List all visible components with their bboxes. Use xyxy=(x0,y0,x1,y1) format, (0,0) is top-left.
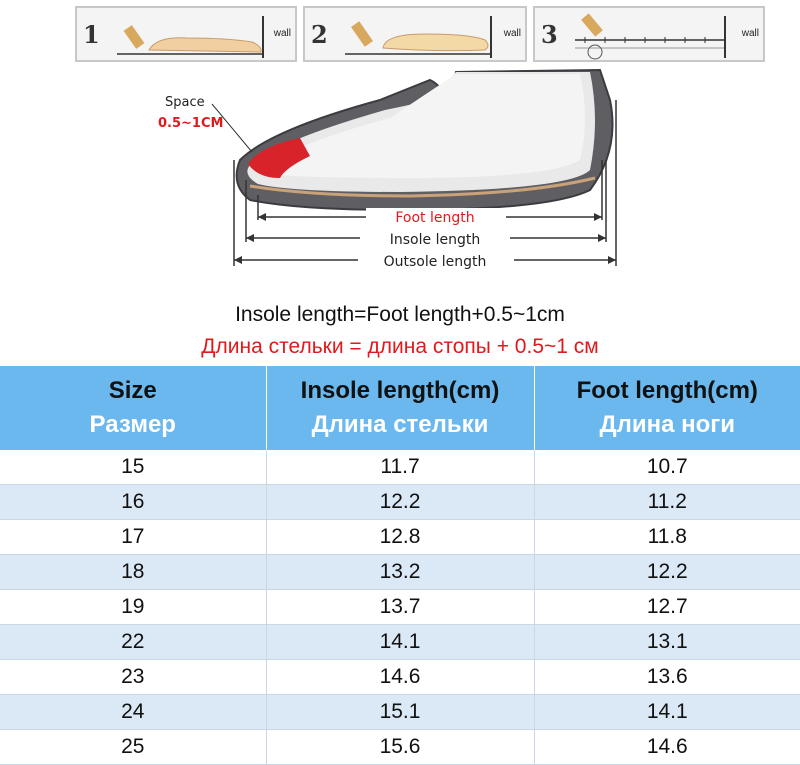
size-cell: 19 xyxy=(0,589,267,625)
insole-cell: 12.2 xyxy=(266,484,535,520)
space-value: 0.5~1CM xyxy=(158,116,223,131)
insole-cell: 14.1 xyxy=(266,624,535,660)
table-row: 25 15.6 14.6 xyxy=(0,729,800,765)
insole-cell: 13.7 xyxy=(266,589,535,625)
table-row: 16 12.2 11.2 xyxy=(0,484,800,520)
insole-cell: 12.8 xyxy=(266,519,535,555)
table-row: 19 13.7 12.7 xyxy=(0,589,800,625)
step-number: 1 xyxy=(83,20,100,49)
step-1-panel: 1 wall xyxy=(75,6,297,62)
table-row: 15 11.7 10.7 xyxy=(0,450,800,485)
insole-length-label: Insole length xyxy=(390,232,480,248)
table-row: 22 14.1 13.1 xyxy=(0,624,800,660)
space-label: Space xyxy=(165,95,205,110)
step-number: 3 xyxy=(541,20,558,49)
table-header-row: Size Размер Insole length(cm) Длина стел… xyxy=(0,366,800,450)
foot-cell: 12.7 xyxy=(534,589,800,625)
traced-foot-illustration xyxy=(345,16,492,58)
size-cell: 18 xyxy=(0,554,267,590)
foot-cell: 14.1 xyxy=(534,694,800,730)
size-cell: 16 xyxy=(0,484,267,520)
size-cell: 22 xyxy=(0,624,267,660)
size-cell: 25 xyxy=(0,729,267,765)
formula-english: Insole length=Foot length+0.5~1cm xyxy=(235,303,565,326)
foot-cell: 12.2 xyxy=(534,554,800,590)
formula-russian: Длина стельки = длина стопы + 0.5~1 см xyxy=(201,335,599,358)
size-cell: 23 xyxy=(0,659,267,695)
insole-cell: 13.2 xyxy=(266,554,535,590)
table-row: 24 15.1 14.1 xyxy=(0,694,800,730)
insole-cell: 15.6 xyxy=(266,729,535,765)
foot-cell: 10.7 xyxy=(534,450,800,485)
table-row: 23 14.6 13.6 xyxy=(0,659,800,695)
size-column-header: Size Размер xyxy=(0,366,267,450)
outsole-length-label: Outsole length xyxy=(384,254,487,270)
wall-label: wall xyxy=(741,28,759,39)
step-3-panel: 3 wall xyxy=(533,6,765,62)
size-chart-table: Size Размер Insole length(cm) Длина стел… xyxy=(0,366,800,765)
foot-cell: 11.2 xyxy=(534,484,800,520)
foot-cell: 14.6 xyxy=(534,729,800,765)
foot-column-header: Foot length(cm) Длина ноги xyxy=(534,366,800,450)
size-cell: 15 xyxy=(0,450,267,485)
foot-cell: 11.8 xyxy=(534,519,800,555)
wall-label: wall xyxy=(503,28,521,39)
insole-column-header: Insole length(cm) Длина стельки xyxy=(266,366,535,450)
insole-cell: 14.6 xyxy=(266,659,535,695)
step-number: 2 xyxy=(311,20,328,49)
insole-cell: 15.1 xyxy=(266,694,535,730)
table-row: 18 13.2 12.2 xyxy=(0,554,800,590)
measuring-steps: 1 wall 2 wall 3 wal xyxy=(75,6,765,62)
insole-cell: 11.7 xyxy=(266,450,535,485)
foot-cell: 13.6 xyxy=(534,659,800,695)
shoe-measurement-diagram: Space 0.5~1CM Foot length Insole length … xyxy=(158,68,617,270)
foot-on-ruler-illustration xyxy=(117,16,264,58)
table-row: 17 12.8 11.8 xyxy=(0,519,800,555)
step-2-panel: 2 wall xyxy=(303,6,527,62)
ruler-illustration xyxy=(575,13,726,60)
foot-length-label: Foot length xyxy=(395,210,474,226)
wall-label: wall xyxy=(273,28,291,39)
size-cell: 24 xyxy=(0,694,267,730)
size-cell: 17 xyxy=(0,519,267,555)
foot-cell: 13.1 xyxy=(534,624,800,660)
